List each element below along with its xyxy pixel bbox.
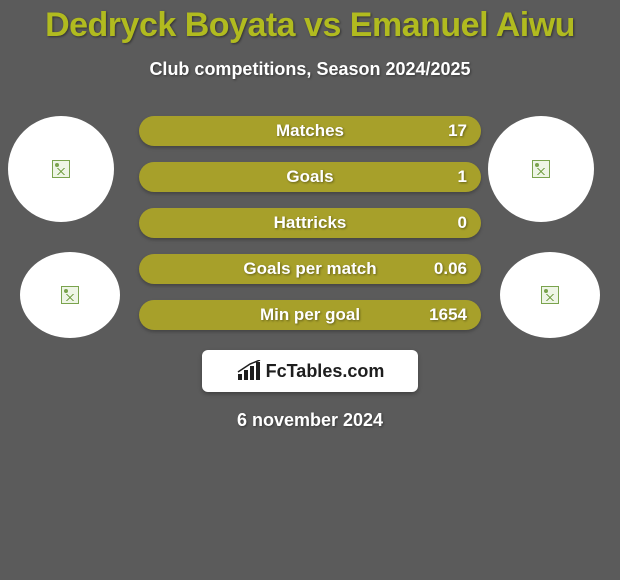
update-date: 6 november 2024 <box>0 410 620 431</box>
stat-row-hattricks: Hattricks 0 <box>139 208 481 238</box>
comparison-card: Dedryck Boyata vs Emanuel Aiwu Club comp… <box>0 0 620 580</box>
stat-value: 0 <box>458 213 467 233</box>
comparison-title: Dedryck Boyata vs Emanuel Aiwu <box>0 0 620 45</box>
player-right-avatar <box>488 116 594 222</box>
stat-label: Goals <box>286 167 333 187</box>
branding-text: FcTables.com <box>266 361 385 382</box>
comparison-subtitle: Club competitions, Season 2024/2025 <box>0 59 620 80</box>
broken-image-icon <box>52 160 70 178</box>
branding-badge[interactable]: FcTables.com <box>202 350 418 392</box>
stat-label: Matches <box>276 121 344 141</box>
stat-row-goals: Goals 1 <box>139 162 481 192</box>
broken-image-icon <box>541 286 559 304</box>
stats-area: Matches 17 Goals 1 Hattricks 0 Goals per… <box>0 116 620 431</box>
stat-row-goals-per-match: Goals per match 0.06 <box>139 254 481 284</box>
stat-value: 0.06 <box>434 259 467 279</box>
stat-value: 17 <box>448 121 467 141</box>
stat-row-matches: Matches 17 <box>139 116 481 146</box>
player-left-avatar <box>8 116 114 222</box>
stat-rows: Matches 17 Goals 1 Hattricks 0 Goals per… <box>139 116 481 330</box>
club-right-badge <box>500 252 600 338</box>
stat-value: 1654 <box>429 305 467 325</box>
bar-chart-icon <box>236 360 262 382</box>
stat-label: Goals per match <box>243 259 376 279</box>
broken-image-icon <box>61 286 79 304</box>
club-left-badge <box>20 252 120 338</box>
stat-value: 1 <box>458 167 467 187</box>
stat-label: Min per goal <box>260 305 360 325</box>
broken-image-icon <box>532 160 550 178</box>
stat-label: Hattricks <box>274 213 347 233</box>
stat-row-min-per-goal: Min per goal 1654 <box>139 300 481 330</box>
